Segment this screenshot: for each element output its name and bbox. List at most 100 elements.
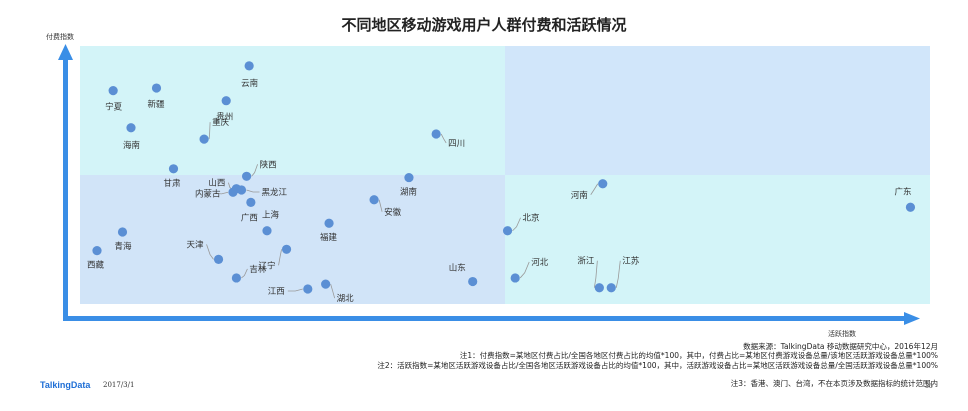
leader-line	[512, 217, 521, 232]
data-label: 天津	[187, 239, 205, 250]
leader-line	[208, 122, 211, 140]
data-point-group: 甘肃	[164, 164, 181, 189]
x-axis-arrow	[904, 312, 920, 325]
data-point-group: 广东	[894, 186, 916, 212]
quadrant-bottom-left	[80, 175, 505, 304]
note-line: 注1：付费指数=某地区付费占比/全国各地区付费占比的均值*100，其中，付费占比…	[459, 351, 938, 361]
data-point	[92, 245, 102, 256]
data-label: 辽宁	[259, 260, 276, 271]
data-point	[221, 96, 231, 106]
data-point	[108, 86, 118, 96]
leader-line	[330, 284, 336, 299]
leader-line	[246, 189, 260, 193]
page-number: 35	[925, 383, 933, 390]
data-point	[213, 254, 224, 264]
note-line: 注2：活跃指数=某地区活跃游戏设备占比/全国各地区活跃游戏设备占比的均值*100…	[377, 360, 938, 370]
data-point-group: 吉林	[231, 264, 267, 283]
data-point-group: 天津	[187, 239, 224, 264]
data-point	[231, 273, 241, 283]
data-point	[594, 283, 604, 293]
data-point-group: 广西	[241, 197, 258, 223]
y-axis-line	[63, 58, 68, 320]
quadrant-top-right	[505, 46, 930, 175]
y-axis-label: 付费指数	[46, 32, 74, 41]
data-point-group: 湖北	[321, 279, 355, 304]
data-point	[151, 83, 162, 93]
data-label: 西藏	[87, 260, 105, 271]
data-point	[228, 187, 238, 197]
leader-line	[519, 261, 530, 279]
data-point	[905, 202, 916, 212]
data-point-group: 内蒙古	[195, 187, 238, 199]
data-point	[468, 276, 478, 287]
data-point-group: 北京	[502, 213, 540, 236]
leader-line	[590, 183, 599, 195]
leader-line	[440, 133, 447, 144]
leader-line	[251, 164, 258, 177]
data-label: 四川	[448, 139, 465, 149]
data-point	[281, 244, 292, 254]
data-label: 河北	[531, 257, 549, 268]
data-point-group: 江西	[268, 284, 313, 297]
footer-date: 2017/3/1	[103, 381, 135, 389]
data-point-group: 云南	[241, 61, 258, 89]
note-line: 注3：香港、澳门、台湾，不在本页涉及数据指标的统计范围内	[730, 379, 938, 389]
data-label: 黑龙江	[262, 187, 288, 198]
data-point-group: 海南	[123, 123, 140, 151]
source-notes: 数据来源：TalkingData 移动数据研究中心，2016年12月 注1：付费…	[377, 342, 938, 388]
data-point-group: 湖南	[400, 172, 417, 198]
x-axis-label: 活跃指数	[828, 329, 856, 338]
leader-line	[378, 199, 383, 212]
leader-line	[214, 191, 229, 195]
data-point-group: 贵州	[216, 96, 233, 123]
data-point	[199, 134, 209, 144]
data-label: 吉林	[249, 264, 267, 275]
data-label: 安徽	[384, 207, 402, 218]
data-label: 青海	[115, 241, 133, 252]
data-point-group: 宁夏	[105, 86, 123, 113]
data-point	[502, 226, 513, 236]
data-point	[510, 273, 520, 283]
data-point-group: 江苏	[606, 256, 640, 293]
data-label: 福建	[320, 232, 338, 243]
data-label: 山东	[449, 263, 466, 274]
data-label: 宁夏	[105, 102, 123, 113]
data-point-group: 上海	[262, 210, 280, 236]
data-point	[242, 171, 252, 181]
leader-line	[615, 260, 621, 288]
data-label: 湖南	[400, 187, 417, 198]
data-label: 山西	[208, 178, 225, 189]
data-point-group: 青海	[115, 227, 133, 252]
data-point-group: 河北	[510, 257, 549, 283]
data-label: 北京	[523, 213, 540, 224]
data-point	[404, 172, 414, 183]
data-point-group: 安徽	[369, 195, 402, 218]
data-point	[117, 227, 128, 237]
data-point-group: 福建	[320, 218, 338, 243]
data-point-group: 浙江	[577, 256, 604, 293]
x-axis-line	[63, 316, 906, 321]
source-line: 数据来源：TalkingData 移动数据研究中心，2016年12月	[743, 342, 938, 351]
data-label: 新疆	[148, 99, 166, 110]
leader-line	[593, 260, 598, 288]
data-point	[431, 129, 441, 139]
data-point	[324, 218, 334, 228]
data-point	[244, 61, 254, 71]
data-point	[303, 284, 313, 294]
data-label: 上海	[262, 210, 280, 221]
data-point-group: 黑龙江	[236, 185, 288, 198]
data-point-group: 四川	[431, 129, 465, 149]
leader-line	[287, 288, 303, 292]
data-point-group: 辽宁	[259, 244, 292, 271]
data-point	[321, 279, 331, 289]
leader-line	[278, 249, 282, 266]
data-label: 河南	[571, 190, 588, 201]
data-label: 浙江	[577, 256, 595, 267]
data-point	[598, 179, 608, 189]
quadrant-bottom-right	[505, 175, 930, 304]
data-point	[262, 226, 272, 236]
data-label: 湖北	[337, 294, 355, 304]
quadrant-backgrounds	[80, 46, 930, 304]
data-label: 广西	[241, 212, 258, 223]
